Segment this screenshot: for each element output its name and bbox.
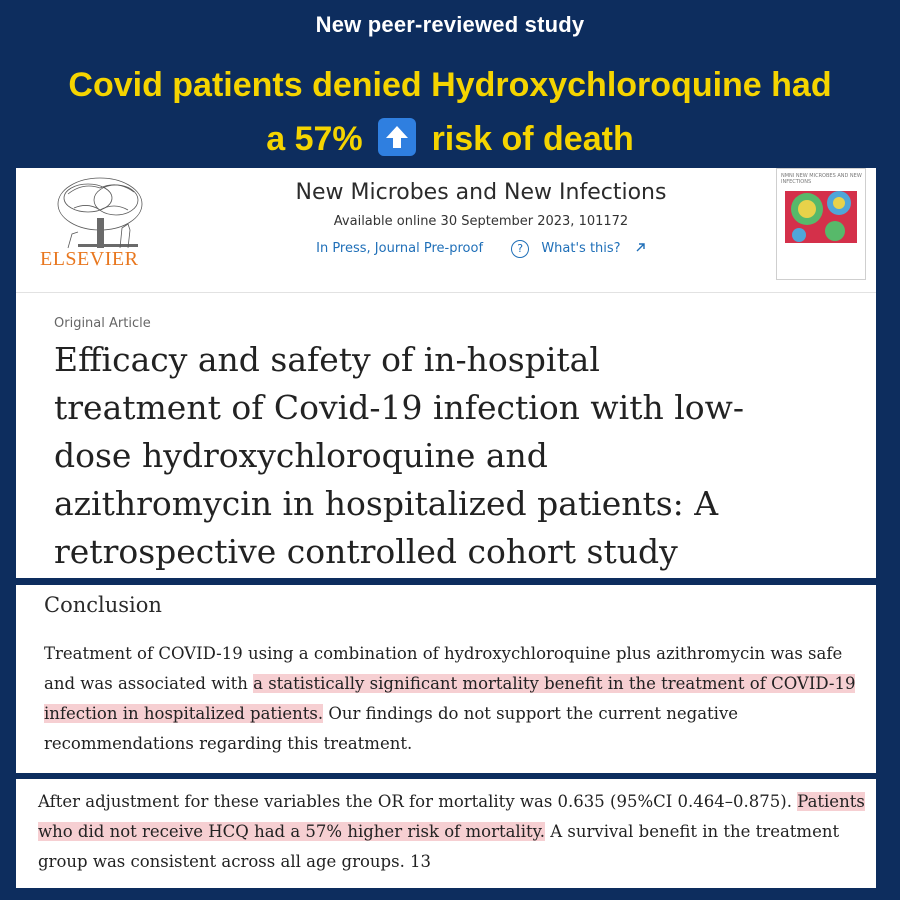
headline-percent: a 57% [266,120,363,158]
title-line: Efficacy and safety of in-hospital [54,340,600,379]
conclusion-heading: Conclusion [44,593,162,617]
cover-caption: NMNI NEW MICROBES AND NEW INFECTIONS [781,173,862,185]
press-status-row: In Press, Journal Pre-proof ? What's thi… [206,240,756,258]
journal-name-link[interactable]: New Microbes and New Infections [295,180,667,205]
available-online-date: Available online 30 September 2023, 1011… [333,214,629,229]
banner-headline: Covid patients denied Hydroxychloroquine… [0,58,900,166]
external-link-icon[interactable] [635,242,646,253]
results-text-post: A survival benefit in the treatment grou… [38,822,840,871]
title-line: dose hydroxychloroquine and [54,436,548,475]
banner-kicker: New peer-reviewed study [315,12,585,37]
results-text: After adjustment for these variables the… [38,787,868,877]
conclusion-text-pre: Treatment of COVID-19 using a combinatio… [44,644,843,693]
article-title: Efficacy and safety of in-hospital treat… [54,336,864,576]
title-line: azithromycin in hospitalized patients: A [54,484,719,523]
title-line: retrospective controlled cohort study [54,532,678,571]
article-header-panel: ELSEVIER New Microbes and New Infections… [16,168,876,578]
conclusion-text: Treatment of COVID-19 using a combinatio… [44,639,864,759]
headline-line-1: Covid patients denied Hydroxychloroquine… [68,66,832,104]
elsevier-tree-logo-icon [57,177,143,249]
journal-cover-thumbnail[interactable]: NMNI NEW MICROBES AND NEW INFECTIONS [776,168,866,280]
cover-art-icon [785,191,857,243]
question-mark-icon[interactable]: ? [511,240,530,258]
up-arrow-icon [378,118,417,156]
conclusion-panel: Conclusion Treatment of COVID-19 using a… [16,585,876,773]
publisher-wordmark: ELSEVIER [40,248,139,270]
promo-banner: New peer-reviewed study Covid patients d… [0,0,900,170]
results-text-pre: After adjustment for these variables the… [38,792,792,811]
results-excerpt-panel: After adjustment for these variables the… [16,779,876,888]
in-press-label: In Press, Journal Pre-proof [316,241,484,256]
whats-this-link[interactable]: What's this? [541,241,621,256]
title-line: treatment of Covid-19 infection with low… [54,388,745,427]
header-divider [16,292,876,293]
headline-line-2: a 57% risk of death [0,112,900,166]
headline-risk: risk of death [431,120,634,158]
article-type-label: Original Article [54,316,151,331]
conclusion-text-post: Our findings do not support the current … [44,704,739,753]
